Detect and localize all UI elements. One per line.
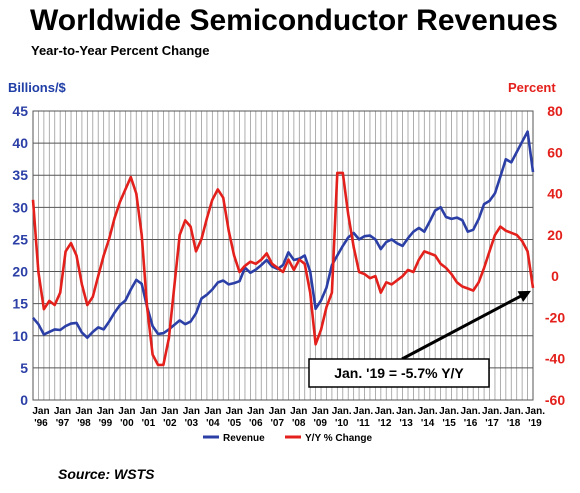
y-right-tick-label: -60 (545, 392, 565, 408)
x-tick-label-year: '19 (528, 418, 542, 429)
x-tick-label-year: '14 (421, 418, 435, 429)
x-tick-label-month: Jan (97, 406, 114, 417)
x-tick-label-year: '13 (399, 418, 413, 429)
plot-frame (32, 110, 534, 401)
annotation-text: Jan. '19 = -5.7% Y/Y (334, 365, 464, 381)
y-right-tick-label: 80 (547, 103, 563, 119)
x-tick-label-year: '11 (357, 418, 370, 429)
legend: Revenue Y/Y % Change (203, 433, 372, 444)
x-tick-label-year: '02 (163, 418, 177, 429)
y-left-tick-label: 20 (12, 264, 28, 280)
x-tick-label-year: '18 (507, 418, 521, 429)
series-lines (31, 130, 535, 367)
x-tick-label-month: Jan (312, 406, 329, 417)
x-tick-label-year: '96 (34, 418, 48, 429)
y-right-tick-label: 0 (551, 268, 559, 284)
x-tick-label-month: Jan. (375, 406, 395, 417)
x-tick-label-month: Jan. (461, 406, 481, 417)
chart-title: Worldwide Semiconductor Revenues (30, 4, 558, 37)
x-tick-label-month: Jan (204, 406, 221, 417)
x-tick-label-month: Jan. (396, 406, 416, 417)
y-right-tick-label: -20 (545, 309, 565, 325)
chart-subtitle: Year-to-Year Percent Change (31, 43, 210, 58)
x-tick-label-year: '09 (313, 418, 327, 429)
y-right-tick-label: 40 (547, 186, 563, 202)
x-tick-label-month: Jan. (353, 406, 373, 417)
x-tick-label-month: Jan (54, 406, 71, 417)
x-tick-label-year: '04 (206, 418, 220, 429)
x-tick-label-year: '15 (442, 418, 456, 429)
x-tick-label-year: '01 (142, 418, 156, 429)
revenue-line (32, 130, 535, 339)
y-axis-left-label: Billions/$ (8, 80, 66, 95)
x-tick-label-month: Jan. (418, 406, 438, 417)
x-tick-label-month: Jan. (525, 406, 545, 417)
y-left-tick-label: 25 (12, 231, 28, 247)
x-tick-label-year: '10 (335, 418, 349, 429)
y-right-tick-label: 60 (547, 144, 563, 160)
y-left-tick-label: 45 (12, 103, 28, 119)
x-tick-label-month: Jan. (439, 406, 459, 417)
x-tick-label-month: Jan (290, 406, 307, 417)
annotation-arrow-line (401, 293, 524, 361)
x-tick-label-month: Jan (75, 406, 92, 417)
x-tick-label-month: Jan (226, 406, 243, 417)
x-tick-label-month: Jan (118, 406, 135, 417)
y-left-tick-label: 35 (12, 167, 28, 183)
x-tick-label-year: '16 (464, 418, 478, 429)
y-left-tick-label: 0 (20, 392, 28, 408)
x-tick-label-year: '06 (249, 418, 263, 429)
y-left-tick-label: 15 (12, 296, 28, 312)
annotation-box (308, 358, 490, 388)
grid (32, 110, 534, 401)
x-tick-label-year: '03 (185, 418, 199, 429)
source-note: Source: WSTS (58, 466, 155, 482)
x-tick-label-month: Jan. (504, 406, 524, 417)
x-tick-label-year: '05 (228, 418, 242, 429)
x-tick-label-year: '97 (56, 418, 70, 429)
x-tick-label-month: Jan (32, 406, 49, 417)
x-tick-label-year: '07 (271, 418, 285, 429)
annotation: Jan. '19 = -5.7% Y/Y (308, 290, 531, 388)
x-tick-label-year: '00 (120, 418, 134, 429)
y-left-tick-label: 10 (12, 328, 28, 344)
x-tick-label-year: '08 (292, 418, 306, 429)
x-tick-label-year: '98 (77, 418, 91, 429)
x-tick-label-month: Jan. (332, 406, 352, 417)
legend-revenue-label: Revenue (223, 433, 265, 444)
y-axis-right-ticks: -60 -40 -20 0 20 40 60 80 (545, 103, 565, 408)
x-tick-label-month: Jan (269, 406, 286, 417)
y-axis-right-label: Percent (508, 80, 556, 95)
yoy-change-line (31, 171, 535, 367)
y-axis-left-ticks: 0 5 10 15 20 25 30 35 40 45 (12, 103, 28, 408)
x-tick-label-month: Jan (161, 406, 178, 417)
y-left-tick-label: 40 (12, 135, 28, 151)
legend-yoy-change-label: Y/Y % Change (305, 433, 372, 444)
x-tick-label-year: '12 (378, 418, 392, 429)
y-left-tick-label: 5 (20, 360, 28, 376)
y-right-tick-label: 20 (547, 227, 563, 243)
y-right-tick-label: -40 (545, 351, 565, 367)
x-tick-label-year: '99 (99, 418, 113, 429)
x-tick-label-month: Jan (140, 406, 157, 417)
x-tick-label-month: Jan. (482, 406, 502, 417)
x-tick-label-year: '17 (485, 418, 499, 429)
annotation-arrowhead (517, 290, 531, 302)
x-axis-ticks: Jan'96Jan'97Jan'98Jan'99Jan'00Jan'01Jan'… (32, 406, 545, 429)
y-left-tick-label: 30 (12, 199, 28, 215)
x-tick-label-month: Jan (183, 406, 200, 417)
x-tick-label-month: Jan (247, 406, 264, 417)
